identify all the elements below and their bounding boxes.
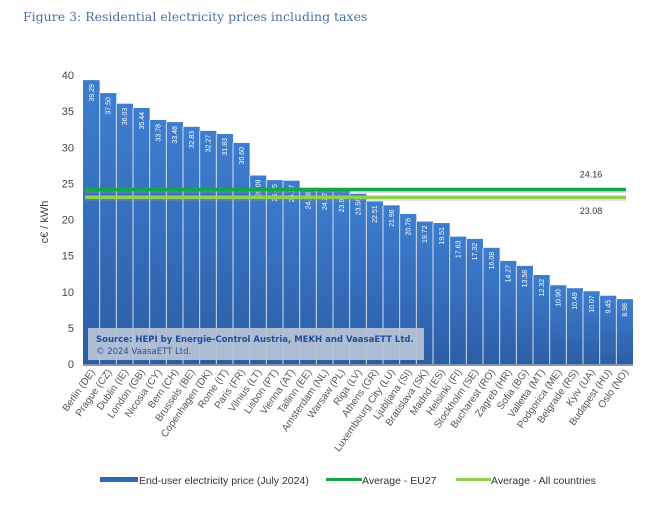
bar	[516, 265, 533, 364]
bar	[266, 180, 283, 364]
bar-value-label: 10.90	[556, 289, 563, 307]
bar	[183, 126, 200, 364]
bar-value-label: 20.76	[406, 218, 413, 236]
bar	[449, 236, 467, 364]
legend-swatch-price	[100, 477, 138, 482]
bar-value-label: 31.83	[222, 138, 229, 156]
bar	[383, 205, 400, 364]
source-box: Source: HEPI by Energie-Control Austria,…	[88, 328, 424, 360]
y-tick-label: 0	[68, 359, 74, 371]
bar	[149, 119, 167, 364]
bar	[466, 238, 483, 364]
bar-value-label: 23.97	[339, 195, 346, 213]
bar-value-label: 30.60	[239, 147, 246, 165]
average-lines: 24.16 23.08	[85, 169, 626, 216]
bar	[583, 291, 600, 364]
y-tick-label: 30	[62, 142, 74, 154]
bar-value-label: 21.96	[389, 209, 396, 227]
bar-value-label: 10.07	[589, 295, 596, 313]
bar	[216, 134, 233, 364]
bar-value-label: 10.49	[572, 292, 579, 310]
y-axis-label: c€ / kWh	[39, 201, 51, 244]
y-tick-label: 15	[62, 251, 74, 263]
bar	[116, 103, 133, 364]
bar	[349, 193, 367, 364]
avg-all-label: 23.08	[580, 206, 603, 216]
bar-value-label: 24.27	[322, 193, 329, 211]
bar	[316, 188, 333, 364]
bar-value-label: 19.51	[439, 227, 446, 245]
bar	[99, 93, 117, 364]
bar-value-label: 39.29	[89, 84, 96, 102]
bar-value-label: 17.63	[456, 241, 463, 259]
bars-group: 39.29 37.50 36.03 35.44 33.78 33.48 32.83 32.27…	[83, 80, 633, 366]
bar	[366, 201, 383, 364]
y-axis: 0 5 10 15 20 25 30 35 40	[62, 70, 74, 371]
bar-value-label: 32.27	[206, 135, 213, 153]
y-tick-label: 25	[62, 178, 74, 190]
figure-title: Figure 3: Residential electricity prices…	[23, 9, 368, 24]
y-tick-label: 35	[62, 106, 74, 118]
legend-label-eu27: Average - EU27	[362, 475, 437, 487]
bar	[616, 299, 633, 364]
source-line-1: Source: HEPI by Energie-Control Austria,…	[96, 335, 414, 345]
bar	[483, 247, 500, 364]
bar-value-label: 13.58	[522, 270, 529, 288]
bar-value-label: 32.83	[189, 131, 196, 149]
avg-eu27-label: 24.16	[580, 169, 603, 179]
bar-value-label: 23.56	[356, 198, 363, 216]
legend-label-price: End-user electricity price (July 2024)	[139, 475, 309, 487]
y-tick-label: 5	[68, 323, 74, 335]
bar-value-label: 8.98	[622, 303, 629, 317]
bar	[499, 260, 517, 364]
source-line-2: © 2024 VaasaETT Ltd.	[96, 347, 191, 357]
bar	[533, 274, 550, 364]
bar	[333, 190, 350, 364]
bar-value-label: 25.37	[289, 185, 296, 203]
bar	[549, 285, 567, 364]
bar	[399, 214, 417, 364]
bar-value-label: 12.32	[539, 279, 546, 297]
bar	[433, 223, 450, 364]
bar	[83, 80, 100, 364]
x-axis-categories: Berlin (DE)Prague (CZ)Dublin (IE)London …	[61, 367, 631, 453]
bar	[566, 288, 583, 364]
bar-value-label: 22.51	[372, 205, 379, 223]
bar-value-label: 19.72	[422, 225, 429, 243]
bar-value-label: 16.08	[489, 252, 496, 270]
y-tick-label: 20	[62, 215, 74, 227]
y-tick-label: 40	[62, 70, 74, 82]
bar-value-label: 36.03	[122, 108, 129, 126]
bar	[166, 122, 183, 365]
bar-value-label: 9.45	[606, 300, 613, 314]
legend: End-user electricity price (July 2024) A…	[100, 475, 596, 487]
source-box-bg	[88, 328, 424, 360]
bar	[133, 107, 150, 365]
bar-value-label: 33.48	[172, 126, 179, 144]
bar-value-label: 14.27	[506, 265, 513, 283]
bar-value-label: 37.50	[106, 97, 113, 115]
bar	[599, 295, 617, 364]
legend-label-all: Average - All countries	[491, 475, 596, 487]
bar-value-label: 33.78	[156, 124, 163, 142]
bar-value-label: 24.38	[306, 192, 313, 210]
bar-value-label: 35.44	[139, 112, 146, 130]
bar	[283, 180, 300, 364]
y-tick-label: 10	[62, 287, 74, 299]
bar	[249, 175, 267, 364]
bar-value-label: 17.32	[472, 243, 479, 261]
bar-value-label: 25.45	[272, 184, 279, 202]
bar	[299, 187, 317, 364]
